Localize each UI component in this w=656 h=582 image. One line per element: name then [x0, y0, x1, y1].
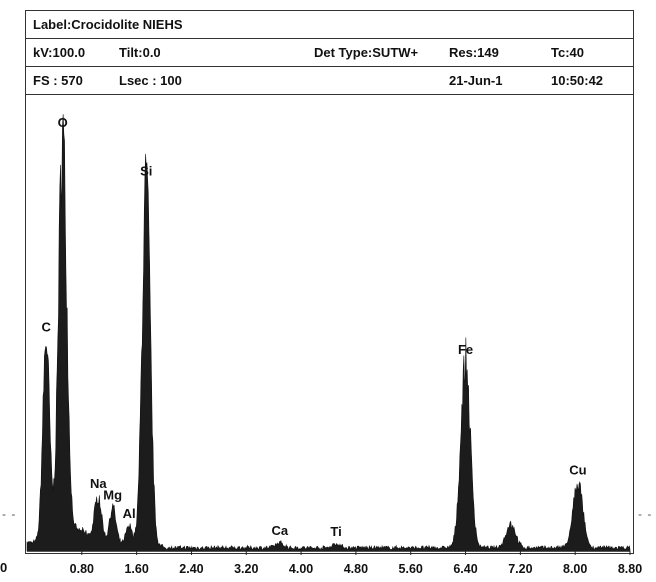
x-axis-origin-label: 0 — [0, 560, 8, 575]
x-tick-label: 4.80 — [344, 562, 368, 576]
header-row-label: Label:Crocidolite NIEHS — [26, 11, 633, 39]
x-tick-label: 4.00 — [289, 562, 313, 576]
spectrum-counts-area — [26, 114, 631, 552]
kv-value: kV:100.0 — [33, 45, 86, 60]
x-tick-label: 8.00 — [563, 562, 587, 576]
det-type-value: Det Type:SUTW+ — [314, 45, 419, 60]
x-tick-label: 3.20 — [234, 562, 258, 576]
peak-label-ti: Ti — [330, 524, 341, 539]
peak-label-al: Al — [123, 506, 136, 521]
header-row-acquisition: kV:100.0 Tilt:0.0 Det Type:SUTW+ Res:149… — [26, 39, 633, 67]
peak-label-na: Na — [90, 476, 107, 491]
x-tick-label: 8.80 — [618, 562, 642, 576]
peak-label-fe: Fe — [458, 342, 473, 357]
x-tick-label: 0.80 — [70, 562, 94, 576]
lsec-value: Lsec : 100 — [119, 73, 182, 88]
spectrum-panel: Label:Crocidolite NIEHS kV:100.0 Tilt:0.… — [25, 10, 634, 554]
tilt-value: Tilt:0.0 — [119, 45, 161, 60]
peak-label-mg: Mg — [103, 487, 122, 502]
label-text: Label:Crocidolite NIEHS — [33, 17, 183, 32]
fs-value: FS : 570 — [33, 73, 83, 88]
peak-label-c: C — [41, 319, 51, 334]
peak-label-ca: Ca — [272, 523, 289, 538]
header-row-scale: FS : 570 Lsec : 100 21-Jun-1 10:50:42 — [26, 67, 633, 95]
peak-label-o: O — [58, 115, 68, 130]
x-tick-label: 6.40 — [453, 562, 477, 576]
peak-label-cu: Cu — [569, 462, 586, 477]
spectrum-area — [26, 114, 631, 552]
x-tick-label: 7.20 — [508, 562, 532, 576]
peak-label-si: Si — [140, 163, 152, 178]
x-axis-ticks: 0.80 1.60 2.40 3.20 4.00 4.80 5.60 6.40 7.20 8.00… — [70, 551, 642, 576]
time-value: 10:50:42 — [551, 73, 604, 88]
date-value: 21-Jun-1 — [449, 73, 503, 88]
x-tick-label: 5.60 — [399, 562, 423, 576]
res-value: Res:149 — [449, 45, 499, 60]
right-margin-marker: - - — [638, 507, 653, 521]
x-tick-label: 1.60 — [124, 562, 148, 576]
x-tick-label: 2.40 — [179, 562, 203, 576]
left-margin-marker: - - — [2, 507, 17, 521]
tc-value: Tc:40 — [551, 45, 584, 60]
